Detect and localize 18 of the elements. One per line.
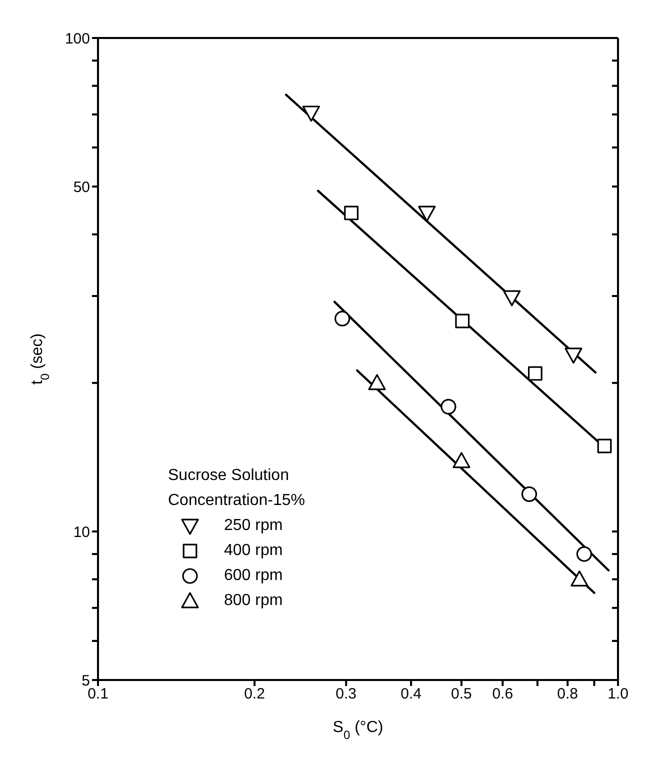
x-tick-label: 0.4: [400, 686, 422, 703]
legend-label: 800 rpm: [224, 592, 283, 609]
legend-label: 600 rpm: [224, 567, 283, 584]
y-tick-label: 50: [73, 178, 90, 196]
x-tick-label: 0.3: [336, 686, 357, 703]
x-tick-label: 0.6: [492, 686, 514, 703]
x-axis-title: S$_{0}$ (°C): [332, 719, 384, 742]
legend-label: 250 rpm: [224, 517, 283, 534]
x-tick-label: 0.5: [451, 686, 472, 703]
legend-label: 400 rpm: [224, 542, 283, 559]
y-tick-label: 5: [82, 672, 90, 690]
legend-title: Sucrose Solution Concentration-15%: [168, 466, 305, 511]
y-tick-label: 100: [64, 30, 90, 48]
x-tick-label: 1.0: [608, 686, 628, 703]
x-tick-label: 0.2: [244, 686, 265, 703]
x-tick-label: 0.8: [557, 686, 578, 703]
y-tick-label: 10: [73, 524, 90, 541]
x-tick-label: 0.1: [88, 686, 108, 703]
